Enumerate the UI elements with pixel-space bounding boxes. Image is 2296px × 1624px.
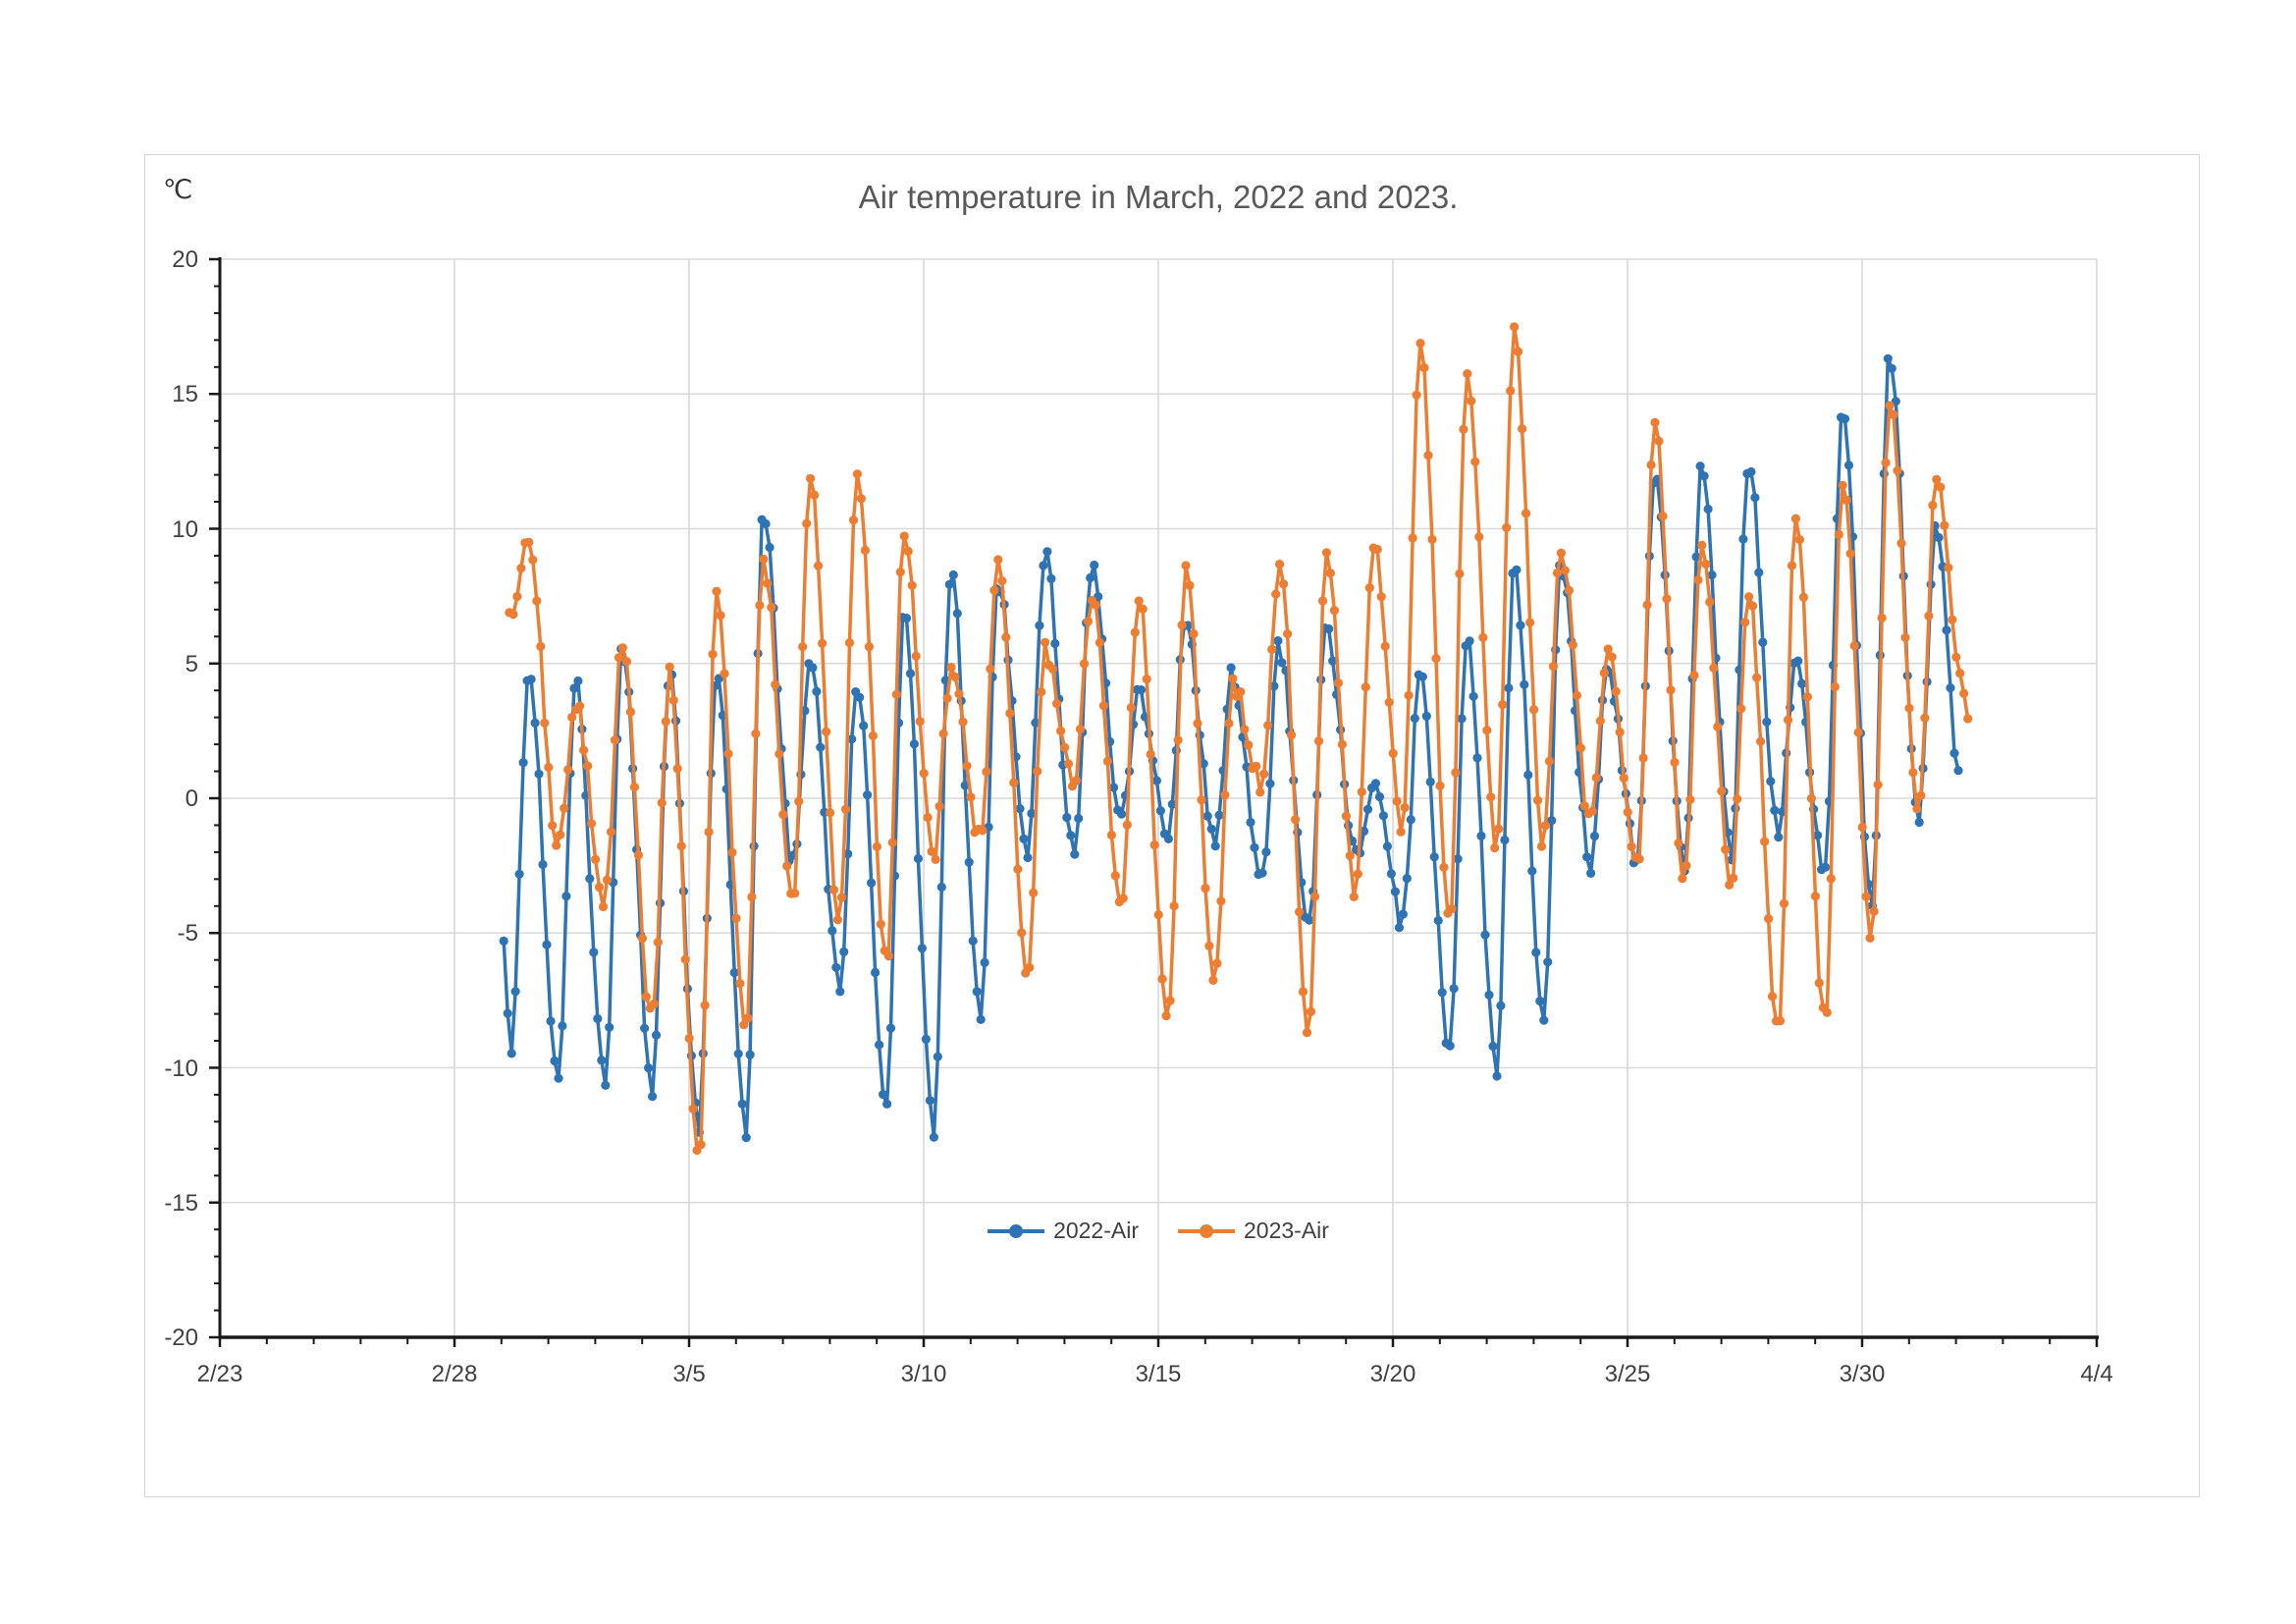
legend: 2022-Air 2023-Air [988,1218,1329,1244]
x-tick-label: 3/15 [1135,1361,1182,1387]
legend-label-2022: 2022-Air [1053,1218,1139,1243]
y-tick-label: -20 [164,1325,198,1351]
x-tick-label: 3/10 [900,1361,947,1387]
y-tick-label: 5 [185,650,198,677]
y-tick-label: 0 [185,785,198,812]
x-tick-label: 3/5 [672,1361,706,1387]
y-tick-label: 20 [172,246,198,273]
y-axis-unit-label: ℃ [163,175,193,204]
y-tick-label: -15 [164,1189,198,1217]
x-tick-label: 3/20 [1369,1361,1416,1387]
legend-item-2023: 2023-Air [1178,1218,1329,1244]
y-tick-label: 10 [172,515,198,543]
legend-item-2022: 2022-Air [988,1218,1139,1244]
chart-frame [144,154,2200,1497]
y-tick-label: -5 [177,920,198,947]
x-tick-label: 3/25 [1604,1361,1651,1387]
legend-label-2023: 2023-Air [1244,1218,1329,1243]
chart-title: Air temperature in March, 2022 and 2023. [858,179,1459,215]
x-tick-label: 3/30 [1839,1361,1886,1387]
x-tick-label: 4/4 [2080,1361,2113,1387]
y-tick-label: -10 [164,1055,198,1082]
y-tick-label: 15 [172,381,198,408]
x-tick-label: 2/28 [431,1361,478,1387]
legend-line-marker-2023-icon [1178,1223,1235,1238]
legend-line-marker-2022-icon [988,1223,1045,1238]
x-tick-label: 2/23 [196,1361,243,1387]
